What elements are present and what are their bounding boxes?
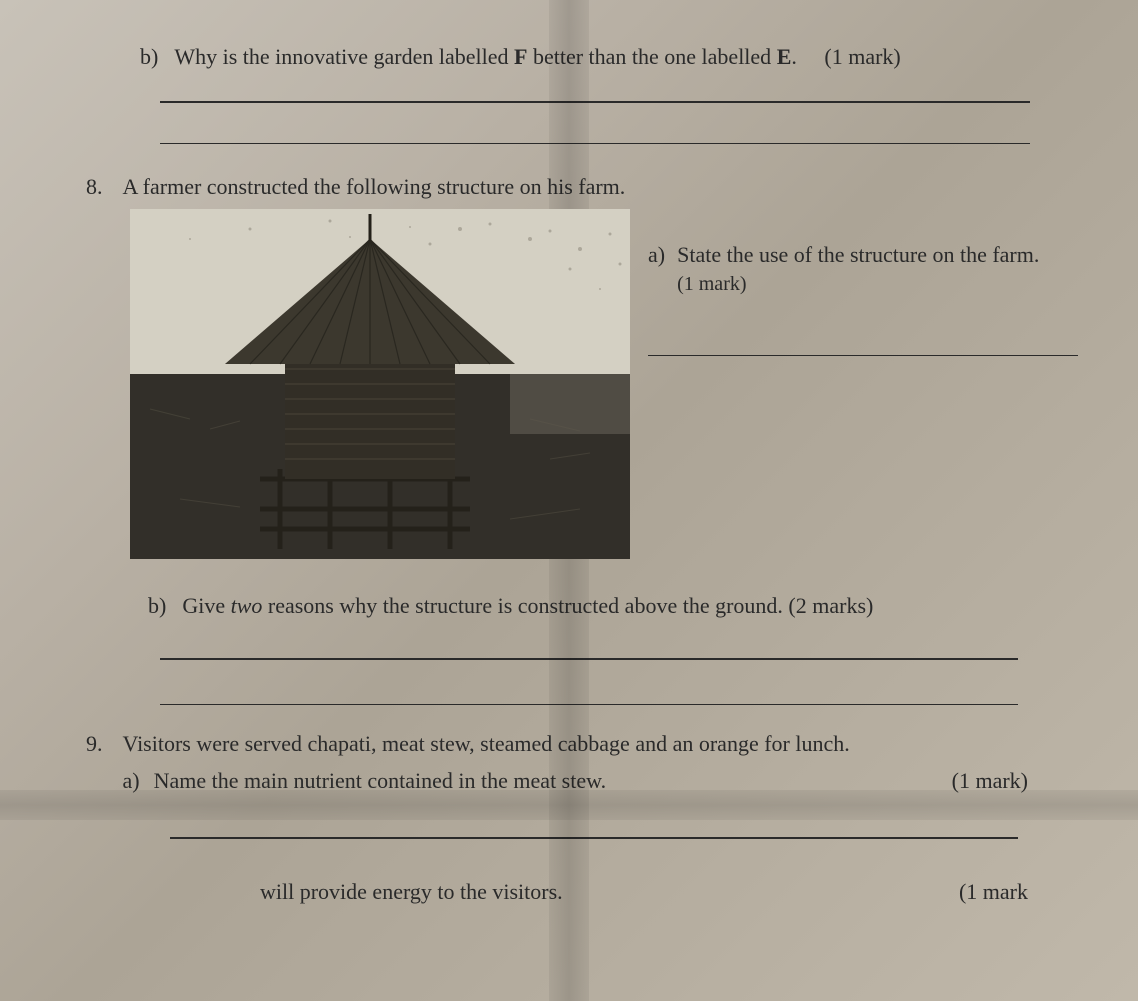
question-7b-text-mid: better than the one labelled bbox=[527, 44, 776, 69]
answer-line-7b-2 bbox=[160, 143, 1030, 145]
answer-line-7b-1 bbox=[160, 101, 1030, 103]
bottom-fragment-marks: (1 mark bbox=[959, 879, 1028, 905]
question-8b-text-post: reasons why the structure is constructed… bbox=[262, 593, 873, 618]
question-7b-label-f: F bbox=[514, 44, 527, 69]
question-7b-letter: b) bbox=[140, 40, 158, 73]
question-8a-letter: a) bbox=[648, 239, 665, 303]
question-8b-two: two bbox=[231, 593, 263, 618]
question-8-intro-text: A farmer constructed the following struc… bbox=[123, 170, 1089, 203]
question-8a-text: State the use of the structure on the fa… bbox=[677, 242, 1039, 267]
question-8-figure-row: a) State the use of the structure on the… bbox=[50, 209, 1088, 559]
bottom-fragment-row: will provide energy to the visitors. (1 … bbox=[50, 879, 1088, 905]
granary-illustration bbox=[130, 209, 630, 559]
question-9-number: 9. bbox=[86, 727, 103, 760]
question-8-intro: 8. A farmer constructed the following st… bbox=[50, 170, 1088, 203]
answer-line-9a bbox=[170, 837, 1018, 839]
question-9-intro: 9. Visitors were served chapati, meat st… bbox=[50, 727, 1088, 797]
question-9a: a) Name the main nutrient contained in t… bbox=[123, 764, 1089, 797]
question-8-block: 8. A farmer constructed the following st… bbox=[50, 170, 1088, 705]
question-8b-letter: b) bbox=[148, 589, 166, 622]
question-9a-marks: (1 mark) bbox=[952, 764, 1088, 797]
question-8b-text: Give two reasons why the structure is co… bbox=[182, 589, 1088, 622]
question-9-block: 9. Visitors were served chapati, meat st… bbox=[50, 727, 1088, 905]
question-7b-text-pre: Why is the innovative garden labelled bbox=[174, 44, 514, 69]
question-8-number: 8. bbox=[86, 170, 103, 203]
question-9a-text: Name the main nutrient contained in the … bbox=[154, 764, 938, 797]
question-7b-marks: (1 mark) bbox=[824, 44, 900, 69]
bottom-fragment-text: will provide energy to the visitors. bbox=[260, 879, 563, 905]
answer-line-8b-1 bbox=[160, 658, 1018, 660]
answer-line-8b-2 bbox=[160, 704, 1018, 706]
question-8a: a) State the use of the structure on the… bbox=[648, 239, 1088, 303]
granary-figure bbox=[130, 209, 630, 559]
question-7b: b) Why is the innovative garden labelled… bbox=[50, 40, 1088, 73]
question-7b-text: Why is the innovative garden labelled F … bbox=[174, 40, 1088, 73]
answer-line-8a bbox=[648, 355, 1078, 357]
question-8b: b) Give two reasons why the structure is… bbox=[50, 589, 1088, 622]
question-7b-label-e: E bbox=[777, 44, 792, 69]
question-8a-text-wrap: State the use of the structure on the fa… bbox=[677, 239, 1088, 303]
question-9a-letter: a) bbox=[123, 764, 140, 797]
question-7b-text-post: . bbox=[791, 44, 797, 69]
question-9-intro-text: Visitors were served chapati, meat stew,… bbox=[123, 727, 1089, 760]
question-8b-text-pre: Give bbox=[182, 593, 230, 618]
question-8a-side: a) State the use of the structure on the… bbox=[648, 209, 1088, 356]
question-9-body: Visitors were served chapati, meat stew,… bbox=[123, 727, 1089, 797]
question-8a-marks: (1 mark) bbox=[677, 273, 746, 295]
question-7b-block: b) Why is the innovative garden labelled… bbox=[50, 40, 1088, 144]
